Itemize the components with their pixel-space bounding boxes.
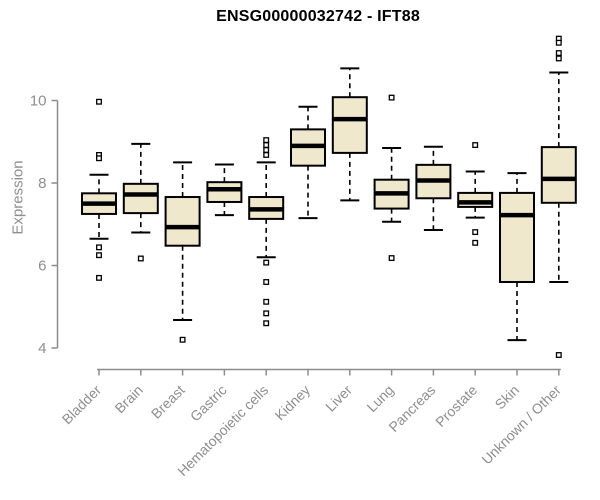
x-tick-label-prostate: Prostate xyxy=(432,382,480,430)
box-gastric xyxy=(206,181,243,203)
outlier-hematopoietic-cells-2 xyxy=(263,147,270,153)
outlier-bladder-5 xyxy=(96,274,102,281)
outlier-breast-0 xyxy=(179,336,186,343)
box-liver xyxy=(331,96,368,154)
outlier-hematopoietic-cells-1 xyxy=(263,142,270,148)
box-brain xyxy=(122,182,159,215)
outlier-unknown-other-4 xyxy=(555,352,562,358)
box-skin xyxy=(499,191,535,283)
outlier-lung-0 xyxy=(388,94,395,101)
x-tick-label-lung: Lung xyxy=(363,382,396,415)
y-tick-label-6: 6 xyxy=(38,258,46,275)
outlier-unknown-other-3 xyxy=(555,55,562,62)
outlier-hematopoietic-cells-0 xyxy=(263,137,270,144)
outlier-prostate-1 xyxy=(472,229,479,236)
y-tick-label-10: 10 xyxy=(30,93,47,110)
outlier-unknown-other-1 xyxy=(555,39,562,46)
outlier-prostate-0 xyxy=(472,142,479,148)
x-tick-label-skin: Skin xyxy=(492,382,523,413)
outlier-bladder-2 xyxy=(96,155,102,162)
outlier-bladder-3 xyxy=(96,244,102,251)
x-tick-label-bladder: Bladder xyxy=(59,382,105,428)
outlier-hematopoietic-cells-6 xyxy=(263,298,270,305)
outlier-hematopoietic-cells-3 xyxy=(263,151,270,158)
outlier-bladder-4 xyxy=(96,252,102,259)
x-tick-label-breast: Breast xyxy=(148,382,188,422)
x-tick-label-liver: Liver xyxy=(322,382,355,415)
outlier-bladder-0 xyxy=(96,98,102,105)
box-unknown-other xyxy=(540,146,577,204)
outlier-hematopoietic-cells-4 xyxy=(263,259,270,266)
y-tick-label-4: 4 xyxy=(38,340,46,357)
x-tick-label-unknown-other: Unknown / Other xyxy=(478,382,564,468)
box-breast xyxy=(164,196,201,247)
x-tick-label-brain: Brain xyxy=(111,382,145,416)
x-tick-label-kidney: Kidney xyxy=(272,382,314,424)
y-tick-label-8: 8 xyxy=(38,175,46,192)
outlier-hematopoietic-cells-8 xyxy=(263,320,270,327)
chart-title: ENSG00000032742 - IFT88 xyxy=(216,8,420,25)
outlier-brain-0 xyxy=(137,255,144,262)
box-prostate xyxy=(457,191,494,208)
outlier-lung-1 xyxy=(388,255,395,262)
outlier-hematopoietic-cells-7 xyxy=(263,310,270,317)
outlier-hematopoietic-cells-5 xyxy=(263,279,270,285)
outlier-unknown-other-2 xyxy=(555,50,562,57)
outlier-prostate-2 xyxy=(472,239,479,246)
